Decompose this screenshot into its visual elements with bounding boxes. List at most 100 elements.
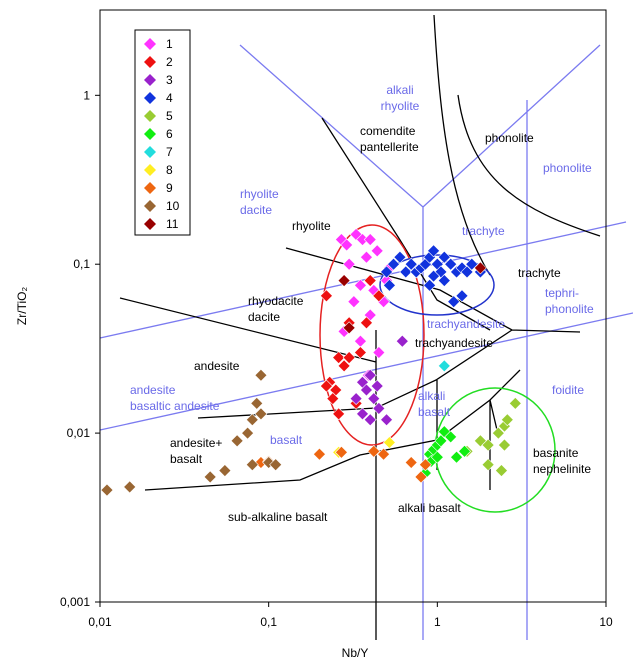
point — [342, 257, 356, 271]
point — [370, 244, 384, 258]
point — [354, 346, 367, 359]
point — [123, 480, 137, 494]
legend-marker — [144, 56, 156, 68]
point — [360, 383, 373, 397]
point — [245, 458, 259, 472]
region-label: basanite — [533, 446, 579, 460]
point — [313, 447, 326, 461]
point — [349, 228, 363, 241]
region-label: trachyandesite — [427, 317, 505, 331]
point — [434, 434, 448, 448]
point — [404, 257, 418, 271]
point — [319, 289, 333, 303]
point — [342, 321, 356, 335]
region-label: rhyolite — [292, 219, 331, 233]
point — [414, 470, 428, 484]
region-label: trachyte — [518, 266, 561, 280]
region-label: andesite — [130, 383, 176, 397]
point — [419, 458, 432, 472]
point — [383, 436, 396, 449]
point — [363, 233, 377, 246]
point — [427, 269, 441, 283]
point — [500, 413, 514, 427]
region-label: phonolite — [543, 161, 592, 175]
point — [380, 413, 393, 427]
legend-label: 11 — [166, 217, 179, 231]
point — [356, 407, 369, 421]
legend-marker — [144, 146, 156, 158]
point — [100, 483, 114, 497]
region-label: sub-alkaline basalt — [228, 510, 328, 524]
point — [399, 265, 413, 279]
point — [508, 396, 522, 410]
point — [372, 346, 386, 359]
point — [444, 430, 458, 444]
y-tick-label: 0,001 — [60, 595, 90, 609]
region-label: basalt — [270, 433, 303, 447]
point — [250, 396, 264, 410]
point — [367, 392, 381, 406]
legend-label: 8 — [166, 163, 173, 177]
point — [372, 402, 386, 415]
point — [455, 289, 469, 303]
point — [450, 450, 463, 464]
legend-marker — [144, 110, 156, 122]
point — [334, 445, 348, 459]
legend-marker — [144, 182, 156, 194]
legend-marker — [144, 200, 156, 212]
point — [491, 426, 505, 440]
plot-frame — [99, 9, 607, 603]
legend-marker — [144, 128, 156, 140]
point — [360, 250, 373, 264]
point — [354, 334, 367, 348]
region-label: alkali basalt — [398, 501, 461, 515]
point — [427, 244, 441, 258]
legend-label: 9 — [166, 181, 173, 195]
point — [319, 379, 333, 393]
point — [455, 261, 469, 275]
y-axis-title: Zr/TiO₂ — [15, 287, 29, 326]
region-label: phonolite — [545, 302, 594, 316]
point — [498, 438, 511, 452]
region-label: alkali — [418, 389, 445, 403]
legend-marker — [144, 92, 156, 104]
point — [372, 289, 386, 303]
point — [326, 392, 340, 406]
point — [218, 464, 232, 477]
point — [383, 278, 396, 292]
region-labels: alkali rhyolite rhyolite dacite trachyte… — [130, 83, 594, 524]
x-tick-label: 1 — [434, 615, 441, 629]
point — [230, 434, 244, 448]
point — [342, 351, 356, 365]
legend-label: 10 — [166, 199, 180, 213]
region-label: comendite — [360, 124, 416, 138]
point — [363, 368, 377, 382]
region-label: trachyandesite — [415, 336, 493, 350]
point — [387, 257, 400, 271]
region-label: rhyolite — [381, 99, 420, 113]
point — [473, 261, 487, 275]
point — [367, 444, 381, 458]
point — [423, 278, 437, 292]
region-label: tephri- — [545, 286, 579, 300]
point — [437, 359, 451, 373]
point — [393, 250, 407, 264]
point — [481, 438, 495, 452]
point — [447, 295, 461, 309]
legend-label: 5 — [166, 109, 173, 123]
point — [363, 413, 377, 427]
region-label: rhyolite — [240, 187, 279, 201]
point — [437, 250, 451, 264]
point — [332, 351, 346, 365]
point — [404, 456, 418, 469]
legend-marker — [144, 218, 156, 230]
region-label: phonolite — [485, 131, 534, 145]
x-tick-label: 0,1 — [260, 615, 277, 629]
point — [377, 447, 390, 461]
legend-label: 4 — [166, 91, 173, 105]
legend — [134, 29, 191, 236]
point — [241, 426, 255, 440]
legend-label: 1 — [166, 37, 173, 51]
point — [337, 274, 351, 288]
